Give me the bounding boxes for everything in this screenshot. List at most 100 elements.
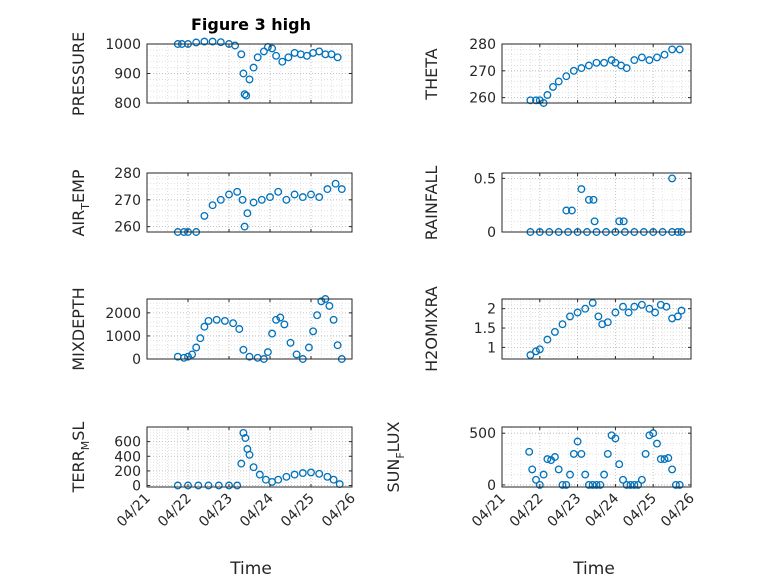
sun-flux-ytick-label: 0 <box>487 478 496 494</box>
h2omixra-data-point <box>550 327 559 336</box>
terr-msl-data-point <box>225 481 233 490</box>
mixdepth-data-point <box>276 313 285 322</box>
sun-flux-data-point <box>569 449 578 458</box>
theta-ytick-label: 280 <box>469 37 496 53</box>
mixdepth-data-point <box>192 343 201 352</box>
air-temp-data-point <box>243 209 252 218</box>
mixdepth-data-point <box>333 341 342 350</box>
h2omixra-data-point <box>543 335 552 344</box>
h2omixra-ytick-label: 2 <box>487 302 496 318</box>
sun-flux-ylabel-subscript: F <box>394 452 407 458</box>
sun-flux-data-point <box>656 455 665 464</box>
theta-data-point <box>600 58 609 67</box>
terr-msl-data-point <box>233 481 242 490</box>
theta-data-point <box>562 72 571 81</box>
sun-flux-data-point <box>668 465 677 474</box>
rainfall-data-point <box>584 195 593 204</box>
air-temp-ytick-label: 270 <box>114 193 141 209</box>
sun-flux-data-point <box>660 455 669 464</box>
mixdepth-data-point <box>212 315 221 324</box>
pressure-data-point <box>237 50 246 59</box>
h2omixra-data-point <box>603 318 612 327</box>
sun-flux-data-point <box>611 434 620 443</box>
sun-flux-data-point <box>619 475 627 484</box>
h2omixra-data-point <box>573 308 582 317</box>
rainfall-ytick-label: 0.5 <box>474 171 496 187</box>
rainfall-subplot: 00.5 <box>474 171 692 241</box>
pressure-data-point <box>239 69 248 78</box>
air-temp-axes-box <box>146 172 353 233</box>
sun-flux-data-point <box>671 480 680 489</box>
h2omixra-ytick-label: 1.5 <box>474 321 496 337</box>
h2omixra-data-point <box>588 298 597 307</box>
pressure-data-point <box>231 41 240 50</box>
terr-msl-data-point <box>255 470 264 479</box>
pressure-data-point <box>216 38 225 47</box>
air-temp-data-point <box>240 222 249 231</box>
air-temp-data-point <box>238 195 247 204</box>
h2omixra-data-point <box>651 308 660 317</box>
air-temp-data-point <box>208 201 217 210</box>
mixdepth-data-point <box>188 350 197 359</box>
terr-msl-data-point <box>239 428 248 437</box>
mixdepth-data-point <box>263 348 272 357</box>
air-temp-data-point <box>200 211 209 220</box>
terr-msl-data-point <box>282 472 291 481</box>
mixdepth-data-point <box>229 319 238 328</box>
pressure-data-point <box>272 51 281 60</box>
terr-msl-ylabel-part1: TERR <box>69 450 88 493</box>
air-temp-data-point <box>257 195 266 204</box>
theta-data-point <box>584 61 593 70</box>
air-temp-data-point <box>331 179 340 188</box>
h2omixra-subplot: 11.52 <box>474 298 692 360</box>
air-temp-data-point <box>337 185 346 194</box>
mixdepth-data-point <box>304 343 313 352</box>
rainfall-data-point <box>668 174 677 183</box>
pressure-ytick-label: 1000 <box>105 37 141 53</box>
sun-flux-ytick-label: 500 <box>469 426 496 442</box>
terr-msl-data-point <box>323 472 332 481</box>
mixdepth-axes-box <box>146 298 353 360</box>
mixdepth-data-point <box>309 327 318 336</box>
mixdepth-data-point <box>220 316 229 325</box>
rainfall-data-point <box>619 217 628 226</box>
rainfall-data-point <box>615 217 624 226</box>
mixdepth-data-point <box>286 338 295 347</box>
mixdepth-data-point <box>245 352 254 361</box>
theta-subplot: 260 270 280 <box>469 37 692 107</box>
left-xlabel: Time <box>229 559 272 579</box>
pressure-data-point <box>302 51 311 60</box>
pressure-ytick-label: 800 <box>114 96 141 112</box>
theta-data-point <box>554 77 563 86</box>
sun-flux-ylabel-part1: SUN <box>384 459 403 493</box>
air-temp-ylabel: AIRTEMP <box>69 169 92 236</box>
sun-flux-data-point <box>532 475 540 484</box>
terr-msl-data-point <box>307 468 315 477</box>
sun-flux-data-point <box>600 470 609 479</box>
terr-msl-ytick-label: 0 <box>132 479 141 495</box>
pressure-data-point <box>192 38 201 47</box>
mixdepth-data-point <box>313 311 322 320</box>
rainfall-ylabel: RAINFALL <box>422 166 441 241</box>
terr-msl-data-point <box>249 463 258 472</box>
h2omixra-ytick-label: 1 <box>487 340 496 356</box>
sun-flux-data-point <box>626 480 635 489</box>
sun-flux-data-point <box>577 449 586 458</box>
theta-ytick-label: 260 <box>469 91 496 107</box>
mixdepth-data-point <box>184 352 192 361</box>
sun-flux-ylabel: SUNFLUX <box>384 421 407 492</box>
sun-flux-data-point <box>566 470 574 479</box>
sun-flux-data-point <box>543 455 552 464</box>
pressure-data-point <box>327 50 336 59</box>
mixdepth-data-point <box>280 320 289 329</box>
h2omixra-data-point <box>619 302 627 311</box>
terr-msl-data-point <box>329 475 338 484</box>
pressure-data-point <box>253 53 262 62</box>
pressure-subplot: 800 900 1000 <box>105 37 353 112</box>
air-temp-data-point <box>233 187 242 196</box>
sun-flux-data-point <box>603 449 612 458</box>
theta-ytick-label: 270 <box>469 64 496 80</box>
h2omixra-data-point <box>630 302 639 311</box>
pressure-data-point <box>333 53 342 62</box>
